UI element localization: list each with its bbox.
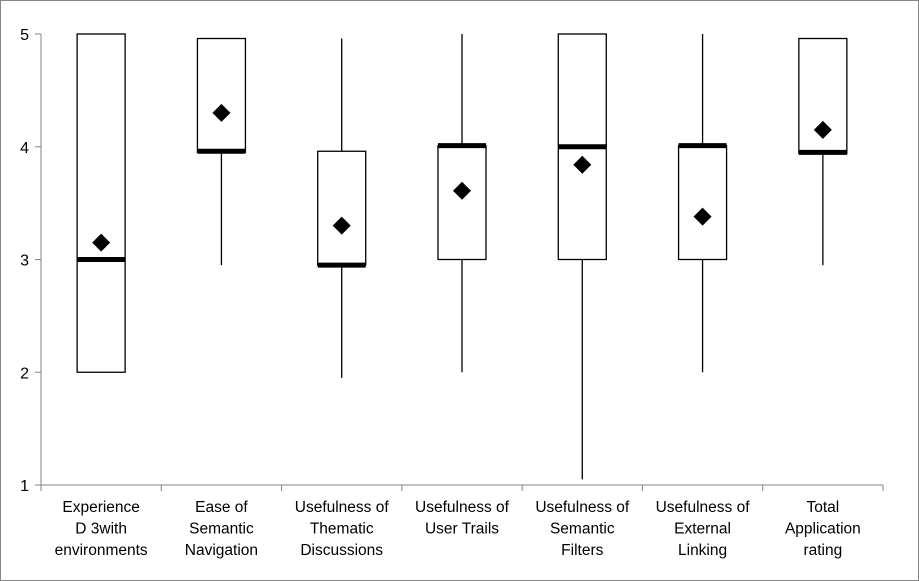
mean-marker [693, 207, 712, 226]
mean-marker [573, 155, 592, 174]
mean-marker [453, 181, 471, 200]
y-tick-label: 4 [20, 140, 29, 157]
box-rect [196, 37, 247, 154]
y-tick-label: 1 [20, 478, 29, 495]
mean-marker [92, 233, 111, 252]
category-label: Total [806, 499, 839, 516]
category-label: Usefulness of [295, 499, 390, 516]
box-rect [76, 33, 126, 373]
mean-marker [332, 216, 351, 235]
category-label: User Trails [425, 521, 499, 538]
category-label: Semantic [189, 521, 254, 538]
box-rect [677, 144, 728, 261]
mean-marker [813, 120, 832, 139]
x-axis [40, 484, 884, 491]
y-tick-label: 3 [20, 253, 29, 270]
box-7 [798, 37, 848, 266]
box-2 [196, 37, 247, 266]
box-6 [677, 34, 728, 373]
category-label: Ease of [195, 499, 248, 516]
box-rect [317, 150, 367, 266]
category-label: D 3with [75, 521, 127, 538]
category-label: External [674, 521, 731, 538]
category-labels: Experience D 3with environments Ease of Sema… [55, 499, 861, 559]
box-3 [317, 38, 367, 378]
box-1 [76, 33, 126, 373]
category-label: Filters [561, 542, 603, 559]
category-label: Thematic [310, 521, 374, 538]
y-tick-label: 2 [20, 365, 29, 382]
category-label: Usefulness of [415, 499, 510, 516]
box-rect [798, 37, 848, 155]
category-label: Application [785, 521, 861, 538]
boxes [76, 33, 848, 480]
box-4 [437, 34, 487, 373]
y-tick-label: 5 [20, 27, 29, 44]
category-label: Experience [62, 499, 140, 516]
box-5 [557, 33, 607, 480]
category-label: Semantic [550, 521, 615, 538]
category-label: rating [803, 542, 842, 559]
category-label: Usefulness of [656, 499, 751, 516]
category-label: environments [55, 542, 148, 559]
category-label: Usefulness of [535, 499, 630, 516]
mean-marker [212, 103, 231, 122]
category-label: Discussions [300, 542, 383, 559]
category-label: Linking [678, 542, 727, 559]
box-rect [437, 144, 487, 261]
y-axis: 1 2 3 4 5 [20, 27, 42, 495]
category-label: Navigation [185, 542, 258, 559]
